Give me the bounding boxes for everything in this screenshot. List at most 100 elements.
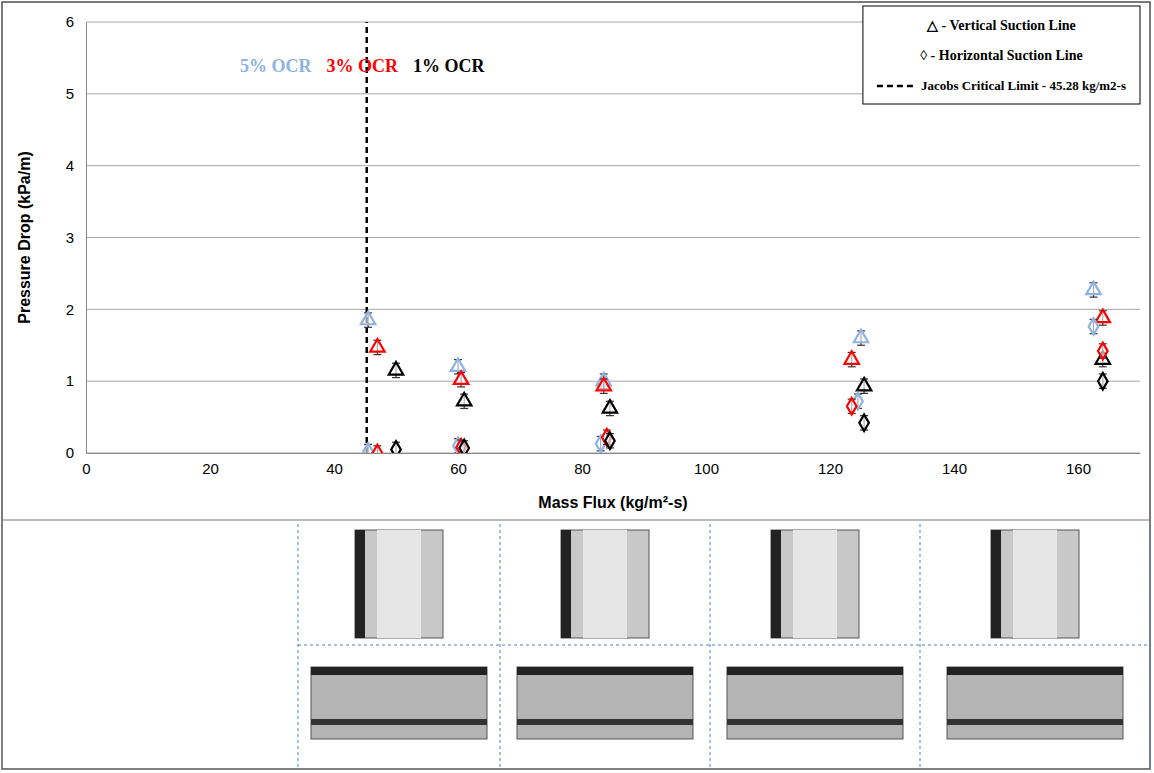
vertical-flow-image [561, 530, 649, 638]
point [605, 432, 615, 449]
error-bar-cap [848, 366, 856, 367]
x-tick-label: 160 [1066, 460, 1091, 477]
legend: △ - Vertical Suction Line ◊ - Horizontal … [863, 6, 1140, 104]
point [1096, 310, 1110, 322]
error-bar-cap [392, 377, 400, 378]
y-tick: 4 [66, 157, 86, 174]
point [844, 351, 858, 363]
x-tick-label: 0 [82, 460, 90, 477]
y-axis-line [86, 23, 87, 454]
legend-box [863, 6, 1140, 104]
error-bar-cap [1099, 366, 1107, 367]
image-placeholder [561, 530, 649, 638]
x-axis-line [87, 453, 1141, 454]
panel-divider [500, 524, 501, 769]
vertical-flow-image [991, 530, 1079, 638]
series-4 [373, 343, 1108, 453]
point [596, 378, 610, 390]
x-tick: 160 [1066, 453, 1091, 477]
image-pipe-wall [311, 667, 487, 675]
point [1098, 343, 1108, 360]
series-label: 1% OCR [413, 56, 486, 76]
error-bar-cap [1099, 325, 1107, 326]
image-pipe-wall [991, 530, 1001, 638]
x-tick: 100 [694, 453, 719, 477]
image-placeholder [727, 667, 903, 739]
x-tick-label: 80 [574, 460, 591, 477]
point [451, 358, 465, 370]
image-film [311, 719, 487, 725]
image-placeholder [947, 667, 1123, 739]
x-tick-label: 20 [202, 460, 219, 477]
x-tick-label: 120 [818, 460, 843, 477]
image-pipe-wall [355, 530, 365, 638]
panel-divider [710, 524, 711, 769]
series-label: 3% OCR [327, 56, 400, 76]
error-bar-cap [460, 408, 468, 409]
point [361, 312, 375, 324]
horizontal-flow-image [727, 667, 903, 739]
image-film [947, 719, 1123, 725]
series-0 [361, 282, 1101, 389]
vertical-flow-image [355, 530, 443, 638]
image-film [793, 530, 837, 638]
x-tick: 120 [818, 453, 843, 477]
point [1086, 282, 1100, 294]
figure-frame [2, 2, 1150, 769]
panel-divider [298, 645, 1150, 646]
y-tick-label: 3 [66, 229, 74, 246]
image-placeholder [517, 667, 693, 739]
image-pipe-wall [517, 667, 693, 675]
chart-frame [2, 2, 1150, 520]
x-axis: 020406080100120140160 [82, 453, 1140, 477]
x-tick: 0 [82, 453, 90, 477]
grid-line [86, 165, 1140, 166]
legend-entry: △ - Vertical Suction Line [926, 18, 1076, 33]
point [859, 415, 869, 432]
point [373, 445, 383, 453]
grid [86, 22, 1140, 453]
image-pipe-wall [947, 667, 1123, 675]
point [454, 371, 468, 383]
point [847, 398, 857, 415]
image-film [583, 530, 627, 638]
x-tick-label: 100 [694, 460, 719, 477]
error-bar-cap [364, 327, 372, 328]
y-tick: 5 [66, 85, 86, 102]
horizontal-flow-image [517, 667, 693, 739]
legend-reference-label: Jacobs Critical Limit - 45.28 kg/m2-s [921, 78, 1126, 93]
figure: 0123456020406080100120140160Pressure Dro… [0, 0, 1154, 773]
x-tick-label: 40 [326, 460, 343, 477]
series-label: 5% OCR [240, 56, 313, 76]
vertical-flow-image [771, 530, 859, 638]
image-placeholder [991, 530, 1079, 638]
x-tick: 20 [202, 453, 219, 477]
x-tick: 80 [574, 453, 591, 477]
point [363, 443, 373, 453]
point [459, 440, 469, 453]
error-bar-cap [457, 386, 465, 387]
y-tick: 2 [66, 301, 86, 318]
legend-reference-sample [877, 85, 913, 88]
error-bar-cap [373, 354, 381, 355]
y-axis: 0123456 [66, 13, 87, 461]
y-tick: 1 [66, 372, 86, 389]
image-pipe-wall [771, 530, 781, 638]
reference-line [365, 22, 368, 453]
grid-line [86, 453, 1140, 454]
y-tick: 6 [66, 13, 86, 30]
y-tick-label: 6 [66, 13, 74, 30]
series-labels: 5% OCR 3% OCR 1% OCR [240, 56, 486, 76]
grid-line [86, 381, 1140, 382]
point [391, 441, 401, 453]
point [857, 378, 871, 390]
panel-divider [298, 524, 299, 769]
legend-entry: ◊ - Horizontal Suction Line [920, 48, 1082, 63]
point [854, 330, 868, 342]
image-film [517, 719, 693, 725]
y-tick-label: 5 [66, 85, 74, 102]
image-film [727, 719, 903, 725]
x-tick: 140 [942, 453, 967, 477]
image-film [1013, 530, 1057, 638]
error-bar-cap [1090, 297, 1098, 298]
